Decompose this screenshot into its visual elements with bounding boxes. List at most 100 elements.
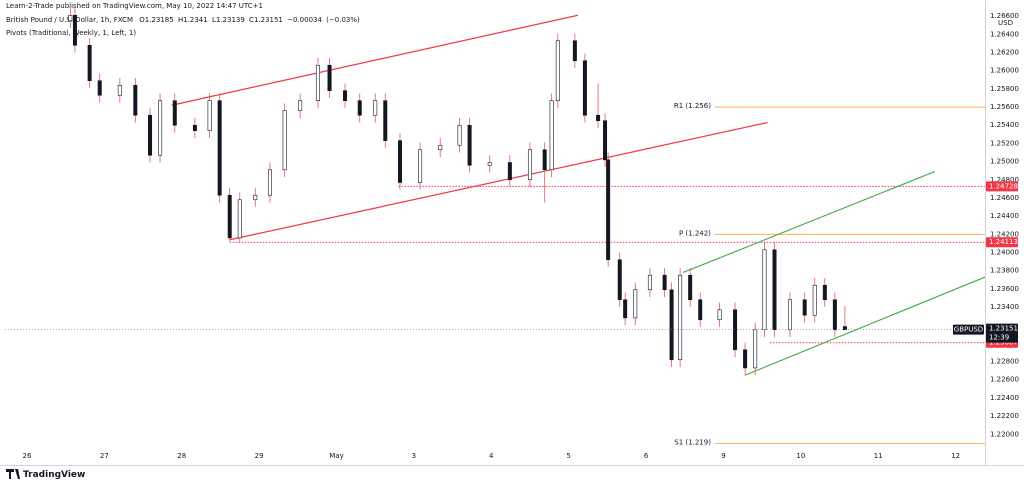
candle-body	[582, 60, 587, 116]
y-tick-label: 1.24200	[990, 230, 1019, 238]
y-tick-label: 1.22200	[990, 412, 1019, 420]
candle-body	[172, 100, 177, 126]
candle-body	[418, 149, 423, 183]
candle-body	[787, 299, 792, 331]
countdown: 12:39	[989, 334, 1009, 342]
y-tick-label: 1.24600	[990, 194, 1019, 202]
trendline	[229, 121, 768, 241]
y-tick-label: 1.26600	[990, 12, 1019, 20]
change: −0.00034	[287, 16, 322, 24]
x-tick-label: 9	[721, 452, 725, 460]
candle-body	[97, 80, 102, 96]
y-tick-label: 1.25400	[990, 121, 1019, 129]
pivot-label: R1 (1.256)	[674, 102, 711, 110]
candle-body	[457, 124, 462, 146]
candle-body	[237, 199, 242, 239]
y-tick-label: 1.26000	[990, 67, 1019, 75]
candle-body	[772, 249, 777, 331]
candle-body	[343, 90, 348, 102]
candle-body	[733, 309, 738, 351]
candle-body	[217, 100, 222, 196]
candle-body	[117, 84, 122, 96]
x-tick-label: 29	[255, 452, 264, 460]
candle-body	[743, 349, 748, 369]
candle-body	[327, 64, 332, 92]
candle-body	[647, 274, 652, 291]
trendline	[682, 171, 935, 274]
candle-body	[603, 120, 608, 161]
candle-body	[542, 149, 547, 171]
price-value: 1.23151	[989, 325, 1018, 333]
candle-body	[373, 100, 378, 116]
x-tick-label: May	[329, 452, 343, 460]
ohlc-value: 1.23151	[254, 16, 283, 24]
y-tick-label: 1.24000	[990, 248, 1019, 256]
x-tick-label: 11	[874, 452, 883, 460]
level-value: 1.23007	[989, 339, 1018, 347]
candle-body	[549, 100, 554, 171]
y-tick-label: 1.22800	[990, 358, 1019, 366]
candle-body	[298, 100, 303, 112]
indicator-line: Pivots (Traditional, Weekly, 1, Left, 1)	[6, 29, 136, 37]
ohlc-value: 1.23185	[145, 16, 174, 24]
candle-body	[72, 14, 77, 46]
candle-body	[678, 274, 683, 361]
candle-body	[467, 124, 472, 166]
legend-line: British Pound / U.S. Dollar, 1h, FXCM O1…	[6, 16, 360, 24]
x-tick-label: 10	[796, 452, 805, 460]
candle-body	[133, 84, 138, 116]
candle-body	[753, 329, 758, 369]
candle-body	[267, 169, 272, 196]
y-tick-label: 1.26200	[990, 49, 1019, 57]
x-tick-label: 4	[489, 452, 494, 460]
x-tick-label: 28	[177, 452, 186, 460]
change-percent: (−0.03%)	[326, 16, 360, 24]
x-tick-label: 26	[23, 452, 32, 460]
symbol-label: GBPUSD	[954, 326, 983, 334]
currency: USD	[998, 19, 1013, 27]
candle-body	[555, 40, 560, 102]
x-tick-label: 27	[100, 452, 109, 460]
candle-body	[662, 274, 667, 291]
ohlc-value: 1.2341	[183, 16, 208, 24]
y-tick-label: 1.25000	[990, 158, 1019, 166]
brand-name: TradingView	[23, 470, 85, 480]
candle-body	[438, 144, 443, 151]
candle-body	[87, 44, 92, 82]
candle-body	[669, 289, 674, 361]
trendline	[171, 14, 579, 106]
plot-area: R1 (1.256) P (1.242) S1 (1.219)	[5, 8, 986, 446]
candle-body	[832, 299, 837, 331]
y-tick-label: 1.25600	[990, 103, 1019, 111]
y-tick-label: 1.22600	[990, 376, 1019, 384]
y-tick-label: 1.24400	[990, 212, 1019, 220]
y-tick-label: 1.26400	[990, 30, 1019, 38]
candle-body	[688, 274, 693, 301]
ohlc-label: C	[249, 16, 254, 24]
level-value: 1.24728	[989, 182, 1018, 190]
candle-body	[762, 249, 767, 331]
candle-body	[698, 299, 703, 321]
published-line: Learn-2-Trade published on TradingView.c…	[6, 2, 263, 10]
x-tick-label: 5	[566, 452, 570, 460]
ohlc-label: L	[212, 16, 216, 24]
ohlc-value: 1.23139	[216, 16, 245, 24]
ohlc-label: H	[178, 16, 183, 24]
candle-body	[617, 259, 622, 301]
pivot-label: S1 (1.219)	[674, 438, 711, 446]
brand-mark	[6, 469, 20, 479]
pivot-label: P (1.242)	[679, 229, 711, 237]
candle-body	[192, 124, 197, 132]
y-tick-label: 1.22000	[990, 430, 1019, 438]
x-tick-label: 12	[951, 452, 960, 460]
y-tick-label: 1.23800	[990, 267, 1019, 275]
candle-body	[227, 194, 232, 239]
candle-body	[822, 284, 827, 301]
candle-body	[397, 140, 402, 183]
candle-body	[315, 64, 320, 102]
candle-body	[633, 289, 638, 319]
level-value: 1.24113	[989, 238, 1018, 246]
candle-body	[623, 299, 628, 319]
candle-body	[717, 309, 722, 321]
candle-body	[812, 284, 817, 316]
